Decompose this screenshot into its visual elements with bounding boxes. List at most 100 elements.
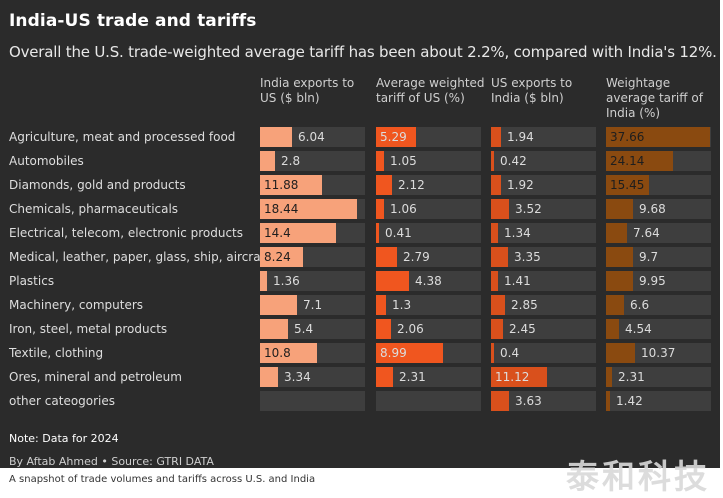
data-label-us_exports: 3.35 xyxy=(514,250,541,264)
cell-india_tariff: 6.6 xyxy=(606,295,711,315)
bar-us_tariff xyxy=(376,247,397,267)
bar-india_exports xyxy=(260,127,292,147)
bar-india_exports xyxy=(260,271,267,291)
row-label: Iron, steel, metal products xyxy=(9,322,168,336)
data-label-india_tariff: 10.37 xyxy=(641,346,676,360)
cell-india_exports: 6.04 xyxy=(260,127,365,147)
data-label-india_tariff: 24.14 xyxy=(610,154,645,168)
row-label: Textile, clothing xyxy=(9,346,104,360)
bar-india_tariff xyxy=(606,175,649,195)
cell-us_tariff: 2.12 xyxy=(376,175,481,195)
bar-india_tariff xyxy=(606,271,633,291)
chart-note: Note: Data for 2024 xyxy=(9,432,119,445)
data-label-india_exports: 6.04 xyxy=(298,130,325,144)
bar-india_tariff xyxy=(606,367,612,387)
row-label: Automobiles xyxy=(9,154,84,168)
cell-us_exports: 2.45 xyxy=(491,319,596,339)
bar-us_exports xyxy=(491,367,547,387)
cell-india_tariff: 15.45 xyxy=(606,175,711,195)
bar-india_tariff xyxy=(606,319,619,339)
bar-us_tariff xyxy=(376,175,392,195)
row-label: Agriculture, meat and processed food xyxy=(9,130,236,144)
column-header-india-exports: India exports to US ($ bln) xyxy=(260,76,355,105)
cell-us_exports: 1.41 xyxy=(491,271,596,291)
row-label: Ores, mineral and petroleum xyxy=(9,370,182,384)
data-label-us_tariff: 2.79 xyxy=(403,250,430,264)
cell-us_exports: 3.35 xyxy=(491,247,596,267)
cell-india_tariff: 9.95 xyxy=(606,271,711,291)
data-label-us_exports: 0.4 xyxy=(500,346,520,360)
data-label-india_tariff: 7.64 xyxy=(633,226,660,240)
bar-us_tariff xyxy=(376,295,386,315)
bar-india_exports xyxy=(260,319,288,339)
data-label-us_tariff: 2.06 xyxy=(397,322,424,336)
row-label: Medical, leather, paper, glass, ship, ai… xyxy=(9,250,270,264)
cell-india_exports: 3.34 xyxy=(260,367,365,387)
cell-india_tariff: 37.66 xyxy=(606,127,711,147)
bar-us_exports xyxy=(491,199,509,219)
bar-us_tariff xyxy=(376,367,393,387)
cell-india_tariff: 2.31 xyxy=(606,367,711,387)
cell-india_exports: 5.4 xyxy=(260,319,365,339)
data-label-us_exports: 1.34 xyxy=(504,226,531,240)
cell-india_exports: 7.1 xyxy=(260,295,365,315)
bar-us_tariff xyxy=(376,199,384,219)
data-label-india_exports: 2.8 xyxy=(281,154,301,168)
row-label: other cateogories xyxy=(9,394,116,408)
data-label-india_tariff: 9.95 xyxy=(639,274,666,288)
cell-us_exports: 0.42 xyxy=(491,151,596,171)
cell-us_exports: 1.94 xyxy=(491,127,596,147)
cell-india_tariff: 9.68 xyxy=(606,199,711,219)
chart-byline: By Aftab Ahmed • Source: GTRI DATA xyxy=(9,455,214,468)
data-label-india_tariff: 9.7 xyxy=(639,250,659,264)
cell-us_exports: 3.52 xyxy=(491,199,596,219)
bar-india_exports xyxy=(260,343,317,363)
data-label-us_exports: 2.85 xyxy=(511,298,538,312)
bar-india_exports xyxy=(260,367,278,387)
data-label-india_tariff: 2.31 xyxy=(618,370,645,384)
bar-india_exports xyxy=(260,223,336,243)
cell-us_tariff: 8.99 xyxy=(376,343,481,363)
data-label-india_exports: 8.24 xyxy=(264,250,291,264)
data-label-us_tariff: 5.29 xyxy=(380,130,407,144)
cell-us_exports: 2.85 xyxy=(491,295,596,315)
cell-india_tariff: 1.42 xyxy=(606,391,711,411)
data-label-us_exports: 11.12 xyxy=(495,370,530,384)
row-label: Machinery, computers xyxy=(9,298,144,312)
bar-us_exports xyxy=(491,343,494,363)
cell-us_tariff: 1.05 xyxy=(376,151,481,171)
cell-us_tariff: 5.29 xyxy=(376,127,481,147)
bar-india_exports xyxy=(260,295,297,315)
column-header-india-tariff: Weightage average tariff of India (%) xyxy=(606,76,703,120)
column-header-us-tariff: Average weighted tariff of US (%) xyxy=(376,76,485,105)
cell-us_exports: 11.12 xyxy=(491,367,596,387)
bar-us_exports xyxy=(491,319,503,339)
data-label-india_exports: 11.88 xyxy=(264,178,299,192)
watermark-logo: 泰和科技 xyxy=(566,457,710,496)
bar-india_tariff xyxy=(606,151,673,171)
figure-caption: A snapshot of trade volumes and tariffs … xyxy=(9,474,316,485)
data-label-us_tariff: 4.38 xyxy=(415,274,442,288)
cell-india_exports: 10.8 xyxy=(260,343,365,363)
bar-india_exports xyxy=(260,199,357,219)
bar-india_tariff xyxy=(606,295,624,315)
chart-subtitle: Overall the U.S. trade-weighted average … xyxy=(9,43,717,61)
bar-india_tariff xyxy=(606,199,633,219)
data-label-india_tariff: 6.6 xyxy=(630,298,650,312)
cell-us_exports: 3.63 xyxy=(491,391,596,411)
data-label-india_exports: 10.8 xyxy=(264,346,291,360)
row-label: Plastics xyxy=(9,274,55,288)
bar-us_exports xyxy=(491,223,498,243)
cell-us_tariff: 1.06 xyxy=(376,199,481,219)
data-label-us_exports: 1.94 xyxy=(507,130,534,144)
data-label-india_tariff: 15.45 xyxy=(610,178,645,192)
cell-india_tariff: 4.54 xyxy=(606,319,711,339)
data-label-us_tariff: 1.3 xyxy=(392,298,412,312)
bar-india_exports xyxy=(260,151,275,171)
cell-us_tariff: 0.41 xyxy=(376,223,481,243)
bar-india_exports xyxy=(260,175,322,195)
bar-us_tariff xyxy=(376,319,391,339)
cell-india_tariff: 10.37 xyxy=(606,343,711,363)
cell-india_exports: 14.4 xyxy=(260,223,365,243)
data-label-india_tariff: 4.54 xyxy=(625,322,652,336)
